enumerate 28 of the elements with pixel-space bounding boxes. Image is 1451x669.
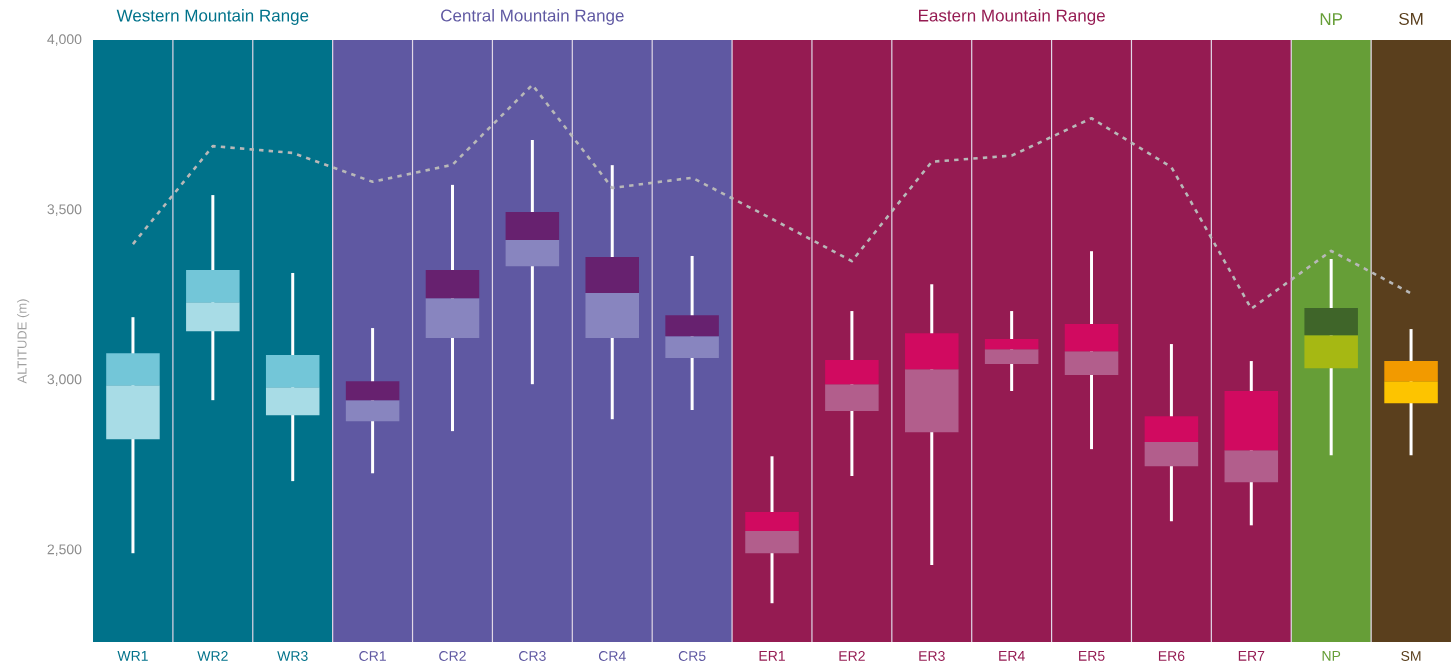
x-tick-label: WR2 <box>197 651 228 661</box>
x-tick-label: CR4 <box>598 651 626 661</box>
x-tick-label: CR3 <box>519 651 546 661</box>
x-tick-label: WR3 <box>277 651 308 661</box>
x-tick-label: ER5 <box>1079 651 1105 661</box>
x-tick-label: CR1 <box>359 651 386 661</box>
y-tick-label: 3,500 <box>47 204 82 216</box>
x-tick-label: WR1 <box>117 651 148 661</box>
x-tick-label: CR5 <box>678 651 706 661</box>
x-tick-label: NP <box>1322 651 1341 661</box>
y-tick-label: 4,000 <box>47 34 82 46</box>
x-tick-label: ER7 <box>1238 651 1265 661</box>
x-tick-label: ER1 <box>759 651 785 661</box>
band-label: Central Mountain Range <box>441 9 624 25</box>
band-label: Eastern Mountain Range <box>919 9 1105 25</box>
band-label: Western Mountain Range <box>116 9 309 25</box>
y-tick-label: 3,000 <box>47 374 82 386</box>
x-tick-label: ER3 <box>919 651 945 661</box>
line-series <box>131 83 1413 310</box>
x-tick-label: ER6 <box>1158 651 1185 661</box>
band-label: NP <box>1320 13 1343 25</box>
x-tick-label: CR2 <box>439 651 466 661</box>
y-tick-label: 2,500 <box>47 544 82 556</box>
x-tick-label: SM <box>1401 651 1421 661</box>
x-tick-label: ER4 <box>999 651 1025 661</box>
y-axis-title: ALTITUDE (m) <box>17 299 30 384</box>
x-tick-label: ER2 <box>839 651 865 661</box>
band-label: SM <box>1399 12 1423 25</box>
